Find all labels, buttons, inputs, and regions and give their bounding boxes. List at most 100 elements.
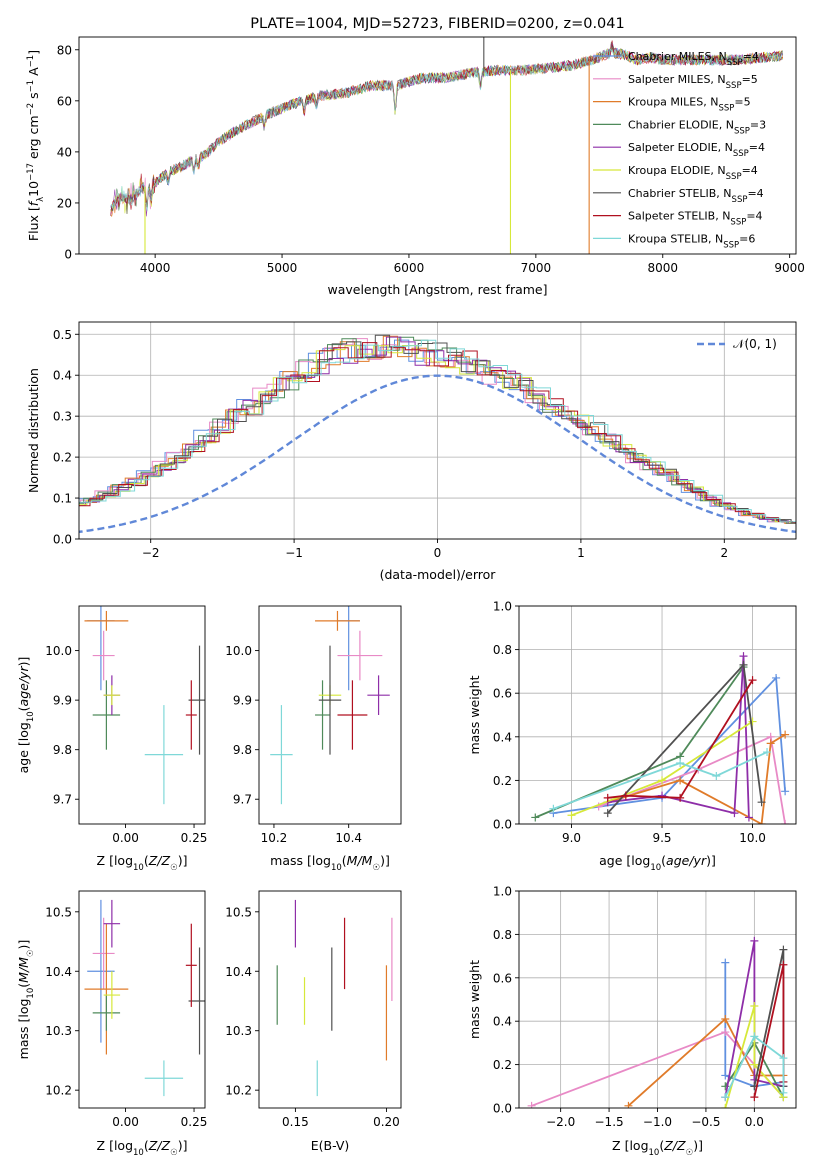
plot-area: [84, 899, 205, 1097]
weight-line: [724, 1035, 785, 1098]
axes-frame: [78, 321, 797, 540]
histogram-step: [79, 339, 796, 523]
weight-marker: [772, 673, 781, 682]
x-tick-label: 0.00: [112, 1115, 139, 1129]
legend-label: Salpeter MILES, NSSP=5: [628, 73, 758, 91]
weight-marker: [721, 1093, 730, 1102]
histogram-step: [79, 342, 796, 523]
panel-1: −2 −1 0 1 2 0.0 0.1 0.2 0.3 0.4 0.5 𝒩(0, 1) (data-mo…: [26, 321, 797, 582]
y-axis-label: Normed distribution: [26, 368, 41, 493]
y-tick-label: 10.5: [225, 905, 252, 919]
y-axis-label: age [log10(age/yr)]: [16, 657, 36, 774]
weight-marker: [748, 717, 757, 726]
weight-marker: [676, 758, 685, 767]
plot-area: [531, 652, 790, 824]
x-tick-label: 10.4: [335, 831, 362, 845]
y-tick-label: 20: [57, 196, 72, 210]
axes-frame: [518, 890, 797, 1109]
x-tick-label: 1: [577, 546, 585, 560]
y-tick-label: 40: [57, 145, 72, 159]
y-tick-label: 10.3: [45, 1024, 72, 1038]
plot-area: [110, 37, 784, 254]
legend-label: Chabrier MILES, NSSP=4: [628, 50, 759, 68]
weight-marker: [748, 676, 757, 685]
x-tick-label: 10.2: [261, 831, 288, 845]
weight-marker: [750, 1032, 759, 1041]
weight-marker: [779, 1088, 788, 1097]
y-tick-label: 0.2: [493, 1058, 512, 1072]
y-tick-label: 0.6: [493, 687, 512, 701]
histogram-step: [79, 336, 796, 524]
normal-curve: [79, 374, 796, 534]
weight-marker: [658, 776, 667, 785]
x-tick-label: 5000: [267, 261, 298, 275]
y-tick-label: 0.8: [493, 928, 512, 942]
x-tick-label: 0.20: [373, 1115, 400, 1129]
plot-area: [527, 936, 788, 1108]
weight-marker: [739, 652, 748, 661]
x-tick-label: −1: [285, 546, 303, 560]
y-tick-label: 0.2: [493, 774, 512, 788]
weight-marker: [750, 1002, 759, 1011]
x-axis-label: (data-model)/error: [380, 567, 497, 582]
x-tick-label: 0.00: [112, 831, 139, 845]
weight-marker: [750, 1060, 759, 1069]
y-tick-label: 10.0: [45, 644, 72, 658]
weight-marker: [549, 804, 558, 813]
weight-marker: [781, 787, 790, 796]
y-tick-label: 0.5: [53, 328, 72, 342]
weight-marker: [531, 813, 540, 822]
weight-line: [753, 964, 785, 1098]
y-tick-label: 1.0: [493, 600, 512, 614]
y-tick-label: 0.0: [53, 533, 72, 547]
y-tick-label: 0.4: [493, 730, 512, 744]
y-axis-label: mass [log10(M/M☉)]: [16, 940, 36, 1060]
legend-label: Salpeter STELIB, NSSP=4: [628, 210, 763, 228]
weight-line: [607, 733, 786, 824]
y-tick-label: 0.4: [53, 369, 72, 383]
histogram-step: [79, 334, 796, 524]
x-axis-label: Z [log10(Z/Z☉)]: [97, 1138, 188, 1158]
x-tick-label: 7000: [521, 261, 552, 275]
weight-marker: [750, 936, 759, 945]
weight-marker: [721, 1028, 730, 1037]
y-tick-label: 0.2: [53, 451, 72, 465]
axes-frame: [258, 890, 402, 1109]
weight-marker: [603, 793, 612, 802]
weight-marker: [781, 820, 790, 824]
y-tick-label: 0.0: [493, 818, 512, 832]
weight-marker: [779, 1054, 788, 1063]
x-tick-label: 0.0: [745, 1115, 764, 1129]
y-axis-label: mass weight: [467, 960, 482, 1039]
y-tick-label: 10.4: [225, 965, 252, 979]
axes-frame: [258, 605, 402, 825]
y-tick-label: 0.1: [53, 492, 72, 506]
panel-3: 10.2 10.4 9.7 9.8 9.9 10.0 mass [log10(M/M☉)]: [225, 605, 402, 873]
x-tick-label: 2: [720, 546, 728, 560]
legend-label: Kroupa STELIB, NSSP=6: [628, 232, 755, 250]
plot-area: [79, 334, 796, 534]
weight-line: [598, 735, 786, 824]
weight-line: [534, 666, 745, 819]
legend-label: 𝒩(0, 1): [733, 337, 777, 351]
y-tick-label: 0.3: [53, 410, 72, 424]
legend-label: Kroupa MILES, NSSP=5: [628, 96, 751, 114]
panel-2: 0.00 0.25 9.7 9.8 9.9 10.0 Z [log10(Z/Z☉)] age …: [16, 605, 207, 873]
weight-marker: [721, 958, 730, 967]
weight-marker: [744, 813, 753, 822]
y-tick-label: 9.7: [233, 793, 252, 807]
y-tick-label: 9.8: [233, 743, 252, 757]
x-tick-label: 6000: [394, 261, 425, 275]
weight-marker: [721, 1015, 730, 1024]
y-tick-label: 10.2: [225, 1084, 252, 1098]
y-tick-label: 9.8: [53, 743, 72, 757]
x-axis-label: Z [log10(Z/Z☉)]: [612, 1138, 703, 1158]
y-tick-label: 9.9: [53, 694, 72, 708]
weight-marker: [779, 960, 788, 969]
weight-marker: [676, 793, 685, 802]
y-tick-label: 10.2: [45, 1084, 72, 1098]
weight-marker: [676, 776, 685, 785]
panel-4: 9.0 9.5 10.0 0.0 0.2 0.4 0.6 0.8 1.0 age [log10(a…: [467, 600, 797, 873]
y-tick-label: 0.8: [493, 643, 512, 657]
